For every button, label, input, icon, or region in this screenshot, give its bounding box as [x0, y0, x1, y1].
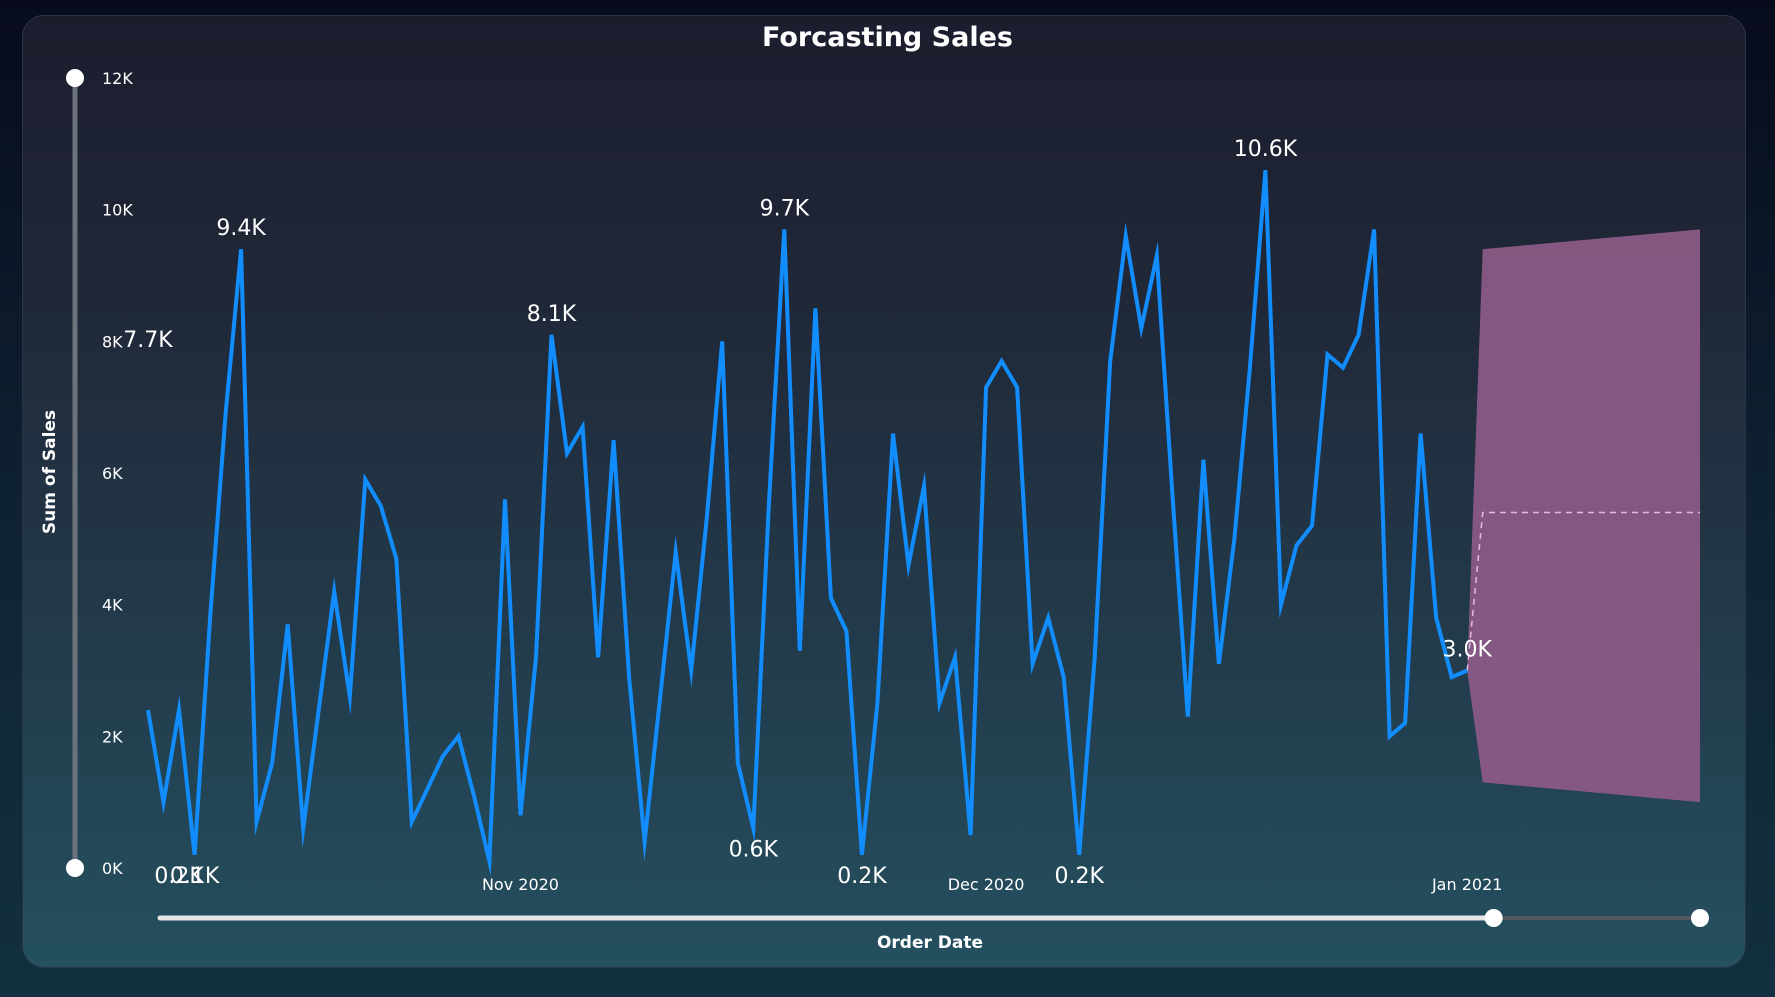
x-tick-label: Jan 2021	[1431, 875, 1502, 894]
sales-series-line	[148, 170, 1467, 861]
series-lines	[148, 170, 1467, 861]
y-axis-range-slider[interactable]	[66, 69, 84, 877]
data-label: 7.7K	[123, 328, 173, 353]
y-axis-ticks: 0K 2K 4K 6K 8K 10K 12K	[102, 69, 133, 878]
y-tick-label: 8K	[102, 332, 123, 351]
data-label: 9.4K	[216, 216, 266, 241]
forecast-confidence-band	[1467, 229, 1700, 802]
x-tick-label: Nov 2020	[482, 875, 559, 894]
y-tick-label: 4K	[102, 596, 123, 615]
forecast-band	[1467, 229, 1700, 802]
x-axis-range-slider[interactable]	[160, 909, 1709, 927]
x-slider-end-handle[interactable]	[1691, 909, 1709, 927]
y-slider-top-handle[interactable]	[66, 69, 84, 87]
x-axis-ticks: Nov 2020 Dec 2020 Jan 2021	[482, 875, 1502, 894]
y-tick-label: 10K	[102, 201, 133, 220]
x-tick-label: Dec 2020	[948, 875, 1025, 894]
y-tick-label: 2K	[102, 727, 123, 746]
y-tick-label: 12K	[102, 69, 133, 88]
data-label: 8.1K	[527, 302, 577, 327]
x-slider-start-handle[interactable]	[1485, 909, 1503, 927]
data-label: 3.0K	[1442, 638, 1492, 663]
y-tick-label: 6K	[102, 464, 123, 483]
data-label: 0.1K	[170, 864, 220, 889]
data-label: 0.2K	[1054, 864, 1104, 889]
y-slider-bottom-handle[interactable]	[66, 859, 84, 877]
data-label: 0.2K	[837, 864, 887, 889]
data-label: 10.6K	[1234, 137, 1298, 162]
data-label: 9.7K	[760, 196, 810, 221]
y-tick-label: 0K	[102, 859, 123, 878]
data-label: 0.6K	[729, 838, 779, 863]
